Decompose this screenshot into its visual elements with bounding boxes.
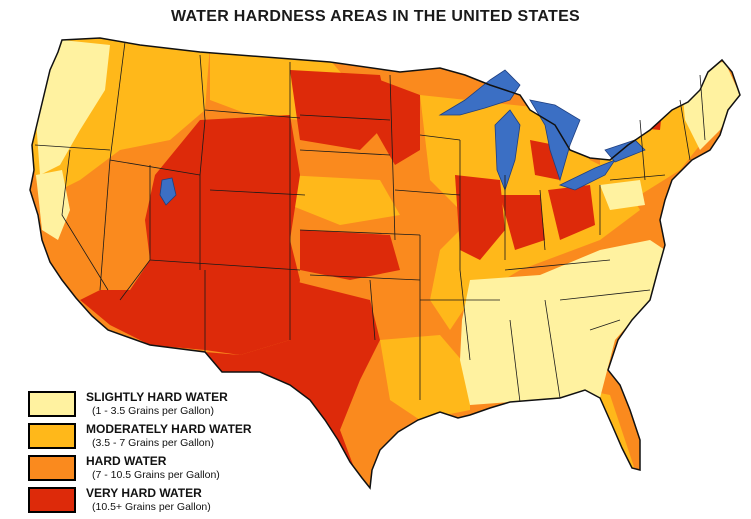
region-slight-ohio-valley bbox=[600, 180, 645, 210]
region-slight-southeast bbox=[460, 240, 665, 405]
legend-swatch-slightly-hard bbox=[28, 391, 76, 417]
region-slight-pacific-northwest bbox=[36, 40, 110, 175]
legend-range: (7 - 10.5 Grains per Gallon) bbox=[92, 469, 220, 481]
legend-label: SLIGHTLY HARD WATER bbox=[86, 390, 228, 404]
lake-erie bbox=[558, 159, 617, 191]
region-very-hard-indiana bbox=[500, 195, 545, 250]
legend-swatch-very-hard bbox=[28, 487, 76, 513]
legend-item-moderately-hard: MODERATELY HARD WATER (3.5 - 7 Grains pe… bbox=[28, 420, 288, 452]
legend-label: HARD WATER bbox=[86, 454, 167, 468]
legend-range: (1 - 3.5 Grains per Gallon) bbox=[92, 405, 214, 417]
lake-huron bbox=[529, 99, 581, 182]
lake-michigan bbox=[494, 109, 521, 192]
legend-item-very-hard: VERY HARD WATER (10.5+ Grains per Gallon… bbox=[28, 484, 288, 516]
lake-superior bbox=[438, 69, 521, 116]
region-very-hard-ny bbox=[640, 105, 662, 130]
region-very-hard-rockies bbox=[80, 115, 300, 355]
region-very-hard-kansas bbox=[300, 230, 400, 280]
legend-item-slightly-hard: SLIGHTLY HARD WATER (1 - 3.5 Grains per … bbox=[28, 388, 288, 420]
map-title: WATER HARDNESS AREAS IN THE UNITED STATE… bbox=[170, 8, 581, 25]
region-very-hard-ohio bbox=[548, 185, 595, 240]
legend-label: MODERATELY HARD WATER bbox=[86, 422, 252, 436]
legend-range: (10.5+ Grains per Gallon) bbox=[92, 501, 211, 513]
region-very-hard-texas bbox=[205, 280, 380, 470]
region-very-hard-midwest bbox=[455, 175, 505, 260]
legend-item-hard: HARD WATER (7 - 10.5 Grains per Gallon) bbox=[28, 452, 288, 484]
region-very-hard-dakotas bbox=[375, 80, 420, 165]
legend-swatch-moderately-hard bbox=[28, 423, 76, 449]
legend-range: (3.5 - 7 Grains per Gallon) bbox=[92, 437, 214, 449]
great-salt-lake bbox=[159, 177, 177, 206]
region-moderate-plains bbox=[285, 175, 400, 225]
region-very-hard-montana bbox=[290, 70, 390, 150]
legend-swatch-hard bbox=[28, 455, 76, 481]
legend: SLIGHTLY HARD WATER (1 - 3.5 Grains per … bbox=[28, 388, 288, 516]
region-slight-california bbox=[36, 170, 70, 240]
legend-label: VERY HARD WATER bbox=[86, 486, 202, 500]
state-borders bbox=[34, 41, 706, 403]
region-moderate-gulf bbox=[380, 335, 470, 420]
